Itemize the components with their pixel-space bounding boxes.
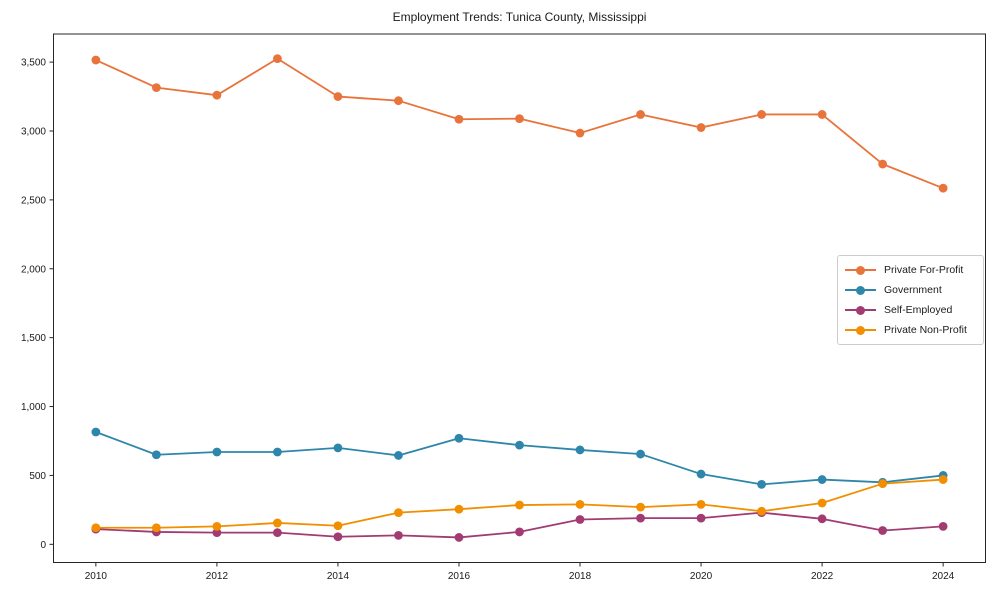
data-point-government — [515, 440, 524, 450]
data-point-self-employed — [333, 532, 343, 542]
legend-line-marker-icon — [845, 305, 876, 315]
legend-entry-self-employed: Self-Employed — [845, 300, 983, 320]
x-axis-tick-label: 2010 — [85, 571, 108, 582]
data-point-private-non-profit — [333, 521, 343, 531]
data-point-private-non-profit — [91, 523, 101, 533]
data-point-self-employed — [212, 528, 222, 538]
data-point-self-employed — [938, 522, 948, 531]
data-point-private-for-profit — [151, 83, 161, 92]
data-point-private-non-profit — [151, 523, 161, 533]
data-point-self-employed — [273, 528, 282, 538]
data-point-self-employed — [878, 526, 888, 535]
y-axis-tick-label: 1,000 — [21, 402, 46, 413]
data-point-private-non-profit — [394, 508, 403, 518]
data-point-private-non-profit — [636, 502, 645, 512]
data-point-private-for-profit — [273, 54, 282, 64]
legend-line-marker-icon — [845, 325, 876, 335]
data-point-government — [151, 450, 161, 460]
series-line-private-for-profit — [95, 57, 944, 190]
data-point-private-for-profit — [575, 128, 585, 138]
data-point-government — [454, 433, 464, 443]
legend-line-marker-icon — [845, 285, 876, 295]
data-point-self-employed — [817, 514, 827, 524]
y-axis-tick-label: 2,000 — [21, 264, 46, 275]
data-point-private-non-profit — [515, 500, 524, 510]
x-axis-tick-label: 2016 — [448, 571, 471, 582]
data-point-private-non-profit — [878, 479, 888, 489]
data-point-private-non-profit — [757, 506, 766, 516]
data-point-private-for-profit — [938, 183, 948, 193]
legend-line-marker-icon — [845, 265, 876, 275]
data-point-private-non-profit — [575, 499, 585, 509]
data-point-private-non-profit — [696, 499, 706, 509]
data-point-private-for-profit — [454, 114, 464, 124]
x-axis-tick-label: 2014 — [327, 571, 350, 582]
data-point-private-for-profit — [91, 55, 101, 65]
data-point-private-non-profit — [212, 522, 222, 531]
legend-label: Private For-Profit — [884, 264, 964, 276]
data-point-government — [212, 447, 222, 457]
chart-title: Employment Trends: Tunica County, Missis… — [392, 10, 647, 24]
data-point-self-employed — [636, 513, 645, 523]
data-point-private-non-profit — [817, 498, 827, 508]
x-axis-tick-label: 2024 — [932, 571, 955, 582]
y-axis-tick-label: 500 — [29, 471, 46, 482]
data-point-government — [273, 447, 282, 457]
data-point-self-employed — [394, 530, 403, 540]
data-point-self-employed — [696, 513, 706, 523]
y-axis-tick-label: 3,000 — [21, 126, 46, 137]
legend-box: Private For-Profit Government Self-Employe… — [837, 255, 984, 345]
data-point-private-for-profit — [878, 159, 888, 169]
legend-label: Private Non-Profit — [884, 324, 967, 336]
y-axis-tick-label: 2,500 — [21, 195, 46, 206]
data-point-government — [333, 443, 343, 453]
data-point-private-for-profit — [515, 114, 524, 123]
y-axis-tick-label: 1,500 — [21, 333, 46, 344]
series-line-government — [95, 431, 944, 486]
data-point-private-for-profit — [757, 110, 766, 119]
x-axis-tick-label: 2012 — [206, 571, 229, 582]
data-point-government — [91, 427, 101, 437]
data-point-private-for-profit — [696, 123, 706, 132]
data-point-private-non-profit — [938, 475, 948, 484]
legend-entry-government: Government — [845, 280, 983, 300]
data-point-private-for-profit — [333, 92, 343, 101]
data-point-private-for-profit — [817, 110, 827, 119]
data-point-government — [636, 449, 645, 459]
data-point-government — [394, 451, 403, 460]
data-point-government — [757, 479, 766, 489]
data-point-self-employed — [515, 527, 524, 537]
data-point-private-non-profit — [273, 518, 282, 528]
legend-label: Government — [884, 284, 942, 296]
data-point-government — [817, 475, 827, 484]
data-point-self-employed — [454, 533, 464, 542]
data-point-self-employed — [575, 515, 585, 524]
legend-entry-private-for-profit: Private For-Profit — [845, 260, 983, 280]
y-axis-tick-label: 0 — [40, 540, 46, 551]
x-axis-tick-label: 2018 — [569, 571, 592, 582]
data-point-private-for-profit — [212, 90, 222, 100]
y-axis-tick-label: 3,500 — [21, 58, 46, 69]
x-axis-tick-label: 2022 — [811, 571, 834, 582]
x-axis-tick-label: 2020 — [690, 571, 713, 582]
data-point-private-non-profit — [454, 504, 464, 514]
data-point-private-for-profit — [636, 110, 645, 119]
data-point-government — [696, 469, 706, 479]
legend-entry-private-non-profit: Private Non-Profit — [845, 320, 983, 340]
data-point-private-for-profit — [394, 96, 403, 106]
data-point-government — [575, 445, 585, 455]
legend-label: Self-Employed — [884, 304, 953, 316]
plot-border — [53, 33, 986, 563]
